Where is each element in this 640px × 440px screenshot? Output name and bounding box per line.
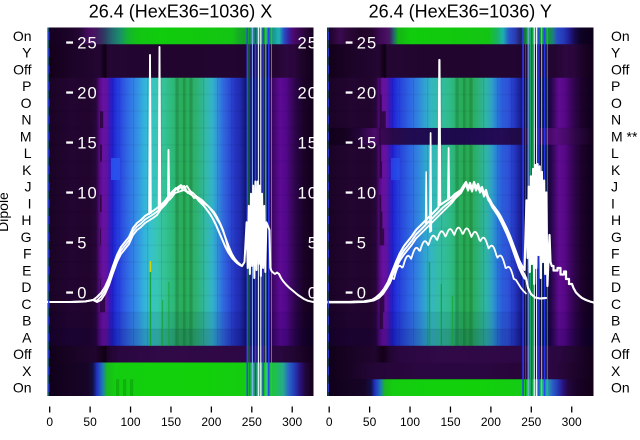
- svg-text:50: 50: [83, 415, 97, 429]
- svg-text:C: C: [611, 296, 621, 312]
- svg-text:25: 25: [77, 34, 98, 52]
- svg-text:L: L: [611, 145, 619, 161]
- svg-text:I: I: [611, 195, 615, 211]
- svg-text:J: J: [25, 179, 32, 195]
- svg-text:O: O: [21, 95, 32, 111]
- svg-text:26.4 (HexE36=1036) Y: 26.4 (HexE36=1036) Y: [369, 2, 552, 22]
- svg-text:H: H: [611, 212, 621, 228]
- svg-text:F: F: [23, 246, 32, 262]
- svg-text:X: X: [22, 363, 32, 379]
- svg-text:50: 50: [363, 415, 377, 429]
- svg-text:G: G: [21, 229, 32, 245]
- svg-text:E: E: [22, 262, 31, 278]
- svg-text:10: 10: [297, 184, 318, 202]
- svg-text:15: 15: [357, 134, 378, 152]
- svg-text:B: B: [611, 313, 620, 329]
- svg-text:Off: Off: [13, 346, 32, 362]
- svg-text:Dipole: Dipole: [0, 192, 11, 232]
- svg-text:250: 250: [242, 415, 262, 429]
- svg-text:5: 5: [77, 234, 87, 252]
- svg-text:Off: Off: [611, 61, 630, 77]
- svg-text:N: N: [611, 112, 621, 128]
- svg-text:0: 0: [326, 415, 333, 429]
- svg-text:15: 15: [77, 134, 98, 152]
- svg-text:D: D: [611, 279, 621, 295]
- svg-text:150: 150: [161, 415, 181, 429]
- svg-text:On: On: [13, 28, 32, 44]
- svg-text:J: J: [611, 179, 618, 195]
- svg-text:K: K: [22, 162, 32, 178]
- svg-text:A: A: [611, 329, 621, 345]
- svg-text:O: O: [611, 95, 622, 111]
- svg-text:0: 0: [308, 284, 318, 302]
- svg-text:10: 10: [77, 184, 98, 202]
- svg-text:150: 150: [440, 415, 460, 429]
- svg-text:A: A: [22, 329, 32, 345]
- svg-text:Off: Off: [611, 346, 630, 362]
- svg-text:B: B: [22, 313, 31, 329]
- svg-text:300: 300: [282, 415, 302, 429]
- svg-text:On: On: [611, 380, 630, 396]
- svg-text:H: H: [21, 212, 31, 228]
- svg-text:G: G: [611, 229, 622, 245]
- svg-text:D: D: [21, 279, 31, 295]
- svg-text:X: X: [611, 363, 621, 379]
- svg-text:100: 100: [120, 415, 140, 429]
- svg-text:On: On: [611, 28, 630, 44]
- svg-text:200: 200: [201, 415, 221, 429]
- svg-text:5: 5: [357, 234, 367, 252]
- svg-text:On: On: [13, 380, 32, 396]
- svg-text:M **: M **: [611, 128, 638, 144]
- svg-text:P: P: [22, 78, 31, 94]
- svg-text:Y: Y: [22, 45, 32, 61]
- svg-text:E: E: [611, 262, 620, 278]
- svg-text:20: 20: [77, 84, 98, 102]
- svg-text:N: N: [21, 112, 31, 128]
- svg-text:I: I: [28, 195, 32, 211]
- svg-text:300: 300: [562, 415, 582, 429]
- svg-text:M: M: [20, 128, 32, 144]
- svg-text:K: K: [611, 162, 621, 178]
- svg-text:L: L: [24, 145, 32, 161]
- svg-text:200: 200: [481, 415, 501, 429]
- svg-text:C: C: [21, 296, 31, 312]
- svg-text:15: 15: [297, 134, 318, 152]
- svg-text:F: F: [611, 246, 620, 262]
- svg-text:0: 0: [357, 284, 367, 302]
- svg-text:250: 250: [521, 415, 541, 429]
- svg-text:100: 100: [400, 415, 420, 429]
- svg-text:P: P: [611, 78, 620, 94]
- svg-text:0: 0: [46, 415, 53, 429]
- svg-text:20: 20: [297, 84, 318, 102]
- svg-text:Off: Off: [13, 61, 32, 77]
- svg-text:0: 0: [77, 284, 87, 302]
- svg-text:20: 20: [357, 84, 378, 102]
- svg-text:5: 5: [308, 234, 318, 252]
- svg-text:Y: Y: [611, 45, 621, 61]
- svg-text:25: 25: [357, 34, 378, 52]
- svg-text:25: 25: [297, 34, 318, 52]
- svg-text:26.4 (HexE36=1036) X: 26.4 (HexE36=1036) X: [89, 2, 273, 22]
- svg-text:10: 10: [357, 184, 378, 202]
